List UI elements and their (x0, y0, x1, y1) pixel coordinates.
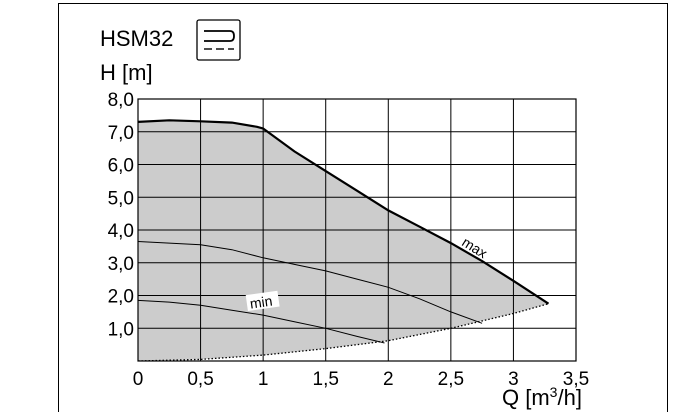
x-axis-label-main: Q [m (502, 385, 550, 410)
plot-border (137, 98, 577, 362)
series-line-dotted-3 (138, 303, 549, 361)
x-tick-label: 2 (383, 369, 394, 390)
y-tick-label: 1,0 (108, 319, 134, 340)
x-tick-label: 2,5 (438, 369, 464, 390)
x-axis-label: Q [m3/h] (502, 384, 582, 410)
y-tick-label: 4,0 (108, 221, 134, 242)
tick-labels: 0 0,5 1 1,5 2 2,5 3 3,5 1,0 2,0 3,0 4,0 5,0 6,0 7,0 8,0 (108, 90, 590, 390)
x-tick-label: 0,5 (187, 369, 213, 390)
x-axis-label-end: /h] (557, 385, 581, 410)
y-tick-label: 2,0 (108, 287, 134, 308)
chart-frame (58, 3, 668, 412)
x-tick-label: 1,5 (313, 369, 339, 390)
series-line-min (138, 299, 385, 344)
x-tick-label: 1 (258, 369, 269, 390)
pump-mode-icon (196, 19, 241, 61)
y-tick-label: 6,0 (108, 156, 134, 177)
y-tick-label: 7,0 (108, 123, 134, 144)
grid (137, 98, 577, 362)
series-lines (138, 119, 550, 361)
y-tick-label: 8,0 (108, 90, 134, 111)
x-tick-label: 0 (133, 369, 144, 390)
series-line-thin-1 (138, 241, 483, 324)
annotation-bg (245, 290, 280, 311)
y-tick-label: 5,0 (108, 188, 134, 209)
annotation-min: min (249, 293, 274, 312)
y-axis-label: H [m] (100, 60, 153, 85)
x-tick-label: 3 (508, 369, 519, 390)
x-tick-label: 3,5 (563, 369, 589, 390)
series-line-max (138, 119, 550, 305)
operating-area-fill (138, 120, 549, 361)
y-tick-label: 3,0 (108, 254, 134, 275)
chart-title: HSM32 (100, 26, 173, 51)
x-axis-label-sup: 3 (550, 384, 558, 400)
operating-area (138, 120, 549, 361)
